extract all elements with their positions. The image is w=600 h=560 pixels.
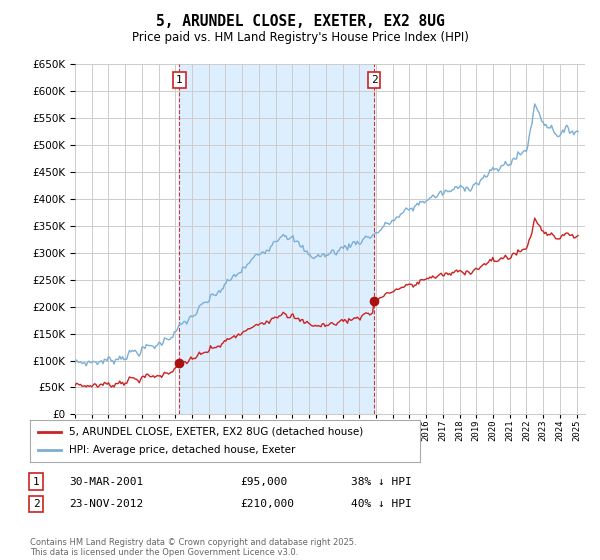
Text: 23-NOV-2012: 23-NOV-2012 (69, 499, 143, 509)
Text: 5, ARUNDEL CLOSE, EXETER, EX2 8UG (detached house): 5, ARUNDEL CLOSE, EXETER, EX2 8UG (detac… (69, 427, 363, 437)
Text: 1: 1 (176, 75, 183, 85)
Text: 38% ↓ HPI: 38% ↓ HPI (351, 477, 412, 487)
Text: 5, ARUNDEL CLOSE, EXETER, EX2 8UG: 5, ARUNDEL CLOSE, EXETER, EX2 8UG (155, 14, 445, 29)
Text: HPI: Average price, detached house, Exeter: HPI: Average price, detached house, Exet… (69, 445, 295, 455)
Text: 30-MAR-2001: 30-MAR-2001 (69, 477, 143, 487)
Text: Contains HM Land Registry data © Crown copyright and database right 2025.
This d: Contains HM Land Registry data © Crown c… (30, 538, 356, 557)
Text: £210,000: £210,000 (240, 499, 294, 509)
Text: Price paid vs. HM Land Registry's House Price Index (HPI): Price paid vs. HM Land Registry's House … (131, 31, 469, 44)
Text: 40% ↓ HPI: 40% ↓ HPI (351, 499, 412, 509)
Text: 1: 1 (32, 477, 40, 487)
Bar (179, 64, 374, 414)
Text: 2: 2 (32, 499, 40, 509)
Text: 2: 2 (371, 75, 377, 85)
Text: £95,000: £95,000 (240, 477, 287, 487)
